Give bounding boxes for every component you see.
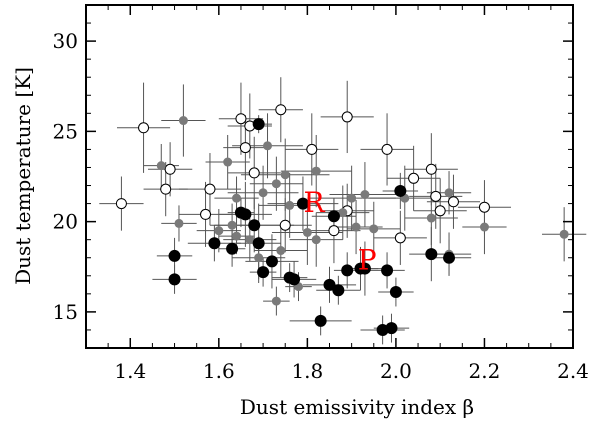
data-point-black <box>248 219 261 232</box>
x-tick-label: 2.2 <box>469 359 501 383</box>
data-point-open <box>306 143 318 155</box>
axes: 1.4 1.6 1.8 2.0 2.2 2.4 15 20 25 30 <box>53 5 589 383</box>
data-point-open <box>115 198 127 210</box>
data-point-open <box>408 172 420 184</box>
data-point-gray <box>276 246 286 256</box>
data-point-open <box>275 104 287 116</box>
y-tick-label: 25 <box>53 119 78 143</box>
data-point-gray <box>311 166 321 176</box>
data-point-black <box>385 322 398 335</box>
data-point-black <box>257 266 270 279</box>
data-point-gray <box>347 193 357 203</box>
data-point-open <box>381 143 393 155</box>
data-point-black <box>358 262 371 275</box>
data-point-black <box>381 264 394 277</box>
data-point-black <box>327 210 340 223</box>
data-point-open <box>160 183 172 195</box>
y-axis-label: Dust temperature [K] <box>11 67 35 285</box>
data-point-open <box>425 163 437 175</box>
x-tick-label: 1.8 <box>291 359 323 383</box>
data-point-gray <box>426 213 436 223</box>
data-point-black <box>226 242 239 255</box>
data-point-open <box>164 163 176 175</box>
data-point-black <box>252 237 265 250</box>
data-point-gray <box>302 227 312 237</box>
data-point-gray <box>559 229 569 239</box>
data-point-black <box>443 251 456 264</box>
data-point-black <box>265 255 278 268</box>
annotation-label: R <box>303 186 325 219</box>
data-point-gray <box>360 190 370 200</box>
data-point-gray <box>311 235 321 245</box>
data-point-open <box>478 201 490 213</box>
data-point-gray <box>254 253 264 263</box>
annotation-label: P <box>358 244 377 277</box>
plot-marks <box>99 77 587 345</box>
data-point-open <box>239 142 251 154</box>
data-point-open <box>200 208 212 220</box>
data-point-open <box>204 183 216 195</box>
data-point-black <box>208 237 221 250</box>
data-point-gray <box>369 224 379 234</box>
data-point-black <box>394 184 407 197</box>
data-point-black <box>296 197 309 210</box>
data-point-gray <box>444 188 454 198</box>
data-point-black <box>314 314 327 327</box>
data-point-gray <box>351 222 361 232</box>
x-tick-label: 2.4 <box>557 359 589 383</box>
data-point-black <box>323 278 336 291</box>
x-tick-label: 1.4 <box>114 359 146 383</box>
data-point-open <box>341 111 353 123</box>
data-point-open <box>235 113 247 125</box>
data-point-black <box>425 248 438 261</box>
data-point-gray <box>214 226 224 236</box>
data-point-gray <box>227 220 237 230</box>
data-point-open <box>447 196 459 208</box>
data-point-open <box>138 122 150 134</box>
data-point-black <box>239 208 252 221</box>
data-point-open <box>328 225 340 237</box>
x-tick-label: 1.6 <box>203 359 235 383</box>
data-point-gray <box>223 157 233 167</box>
data-point-gray <box>174 218 184 228</box>
x-axis-label: Dust emissivity index β <box>240 395 474 419</box>
data-point-open <box>248 167 260 179</box>
data-point-open <box>434 205 446 217</box>
data-point-open <box>430 190 442 202</box>
data-point-gray <box>280 170 290 180</box>
annotations: RP <box>303 186 376 277</box>
data-point-gray <box>245 235 255 245</box>
data-point-gray <box>178 116 188 126</box>
data-point-open <box>394 232 406 244</box>
y-tick-label: 15 <box>53 300 78 324</box>
data-point-gray <box>285 200 295 210</box>
data-point-black <box>288 273 301 286</box>
data-point-gray <box>338 208 348 218</box>
data-point-gray <box>156 161 166 171</box>
data-point-open <box>279 219 291 231</box>
data-point-gray <box>232 231 242 241</box>
y-tick-label: 30 <box>53 29 78 53</box>
data-point-gray <box>232 193 242 203</box>
y-tick-label: 20 <box>53 210 78 234</box>
data-point-gray <box>271 296 281 306</box>
data-point-gray <box>271 179 281 189</box>
data-point-black <box>168 273 181 286</box>
data-point-gray <box>263 141 273 151</box>
data-point-black <box>389 286 402 299</box>
x-tick-label: 2.0 <box>380 359 412 383</box>
data-point-black <box>168 249 181 262</box>
data-point-gray <box>479 222 489 232</box>
data-point-black <box>341 264 354 277</box>
data-point-black <box>332 284 345 297</box>
data-point-black <box>252 118 265 131</box>
data-point-gray <box>258 188 268 198</box>
